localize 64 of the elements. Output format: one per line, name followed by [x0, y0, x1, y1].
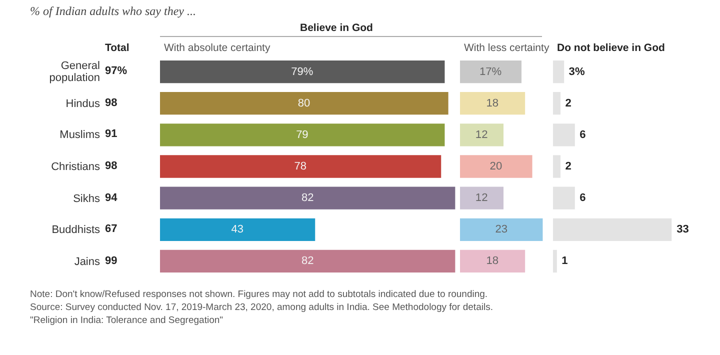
bar	[460, 186, 504, 210]
chart-title: Do not believe in God	[557, 42, 665, 54]
text: Believe in God	[300, 22, 373, 34]
source-note: Source: Survey conducted Nov. 17, 2019-March 23, 2020, among adults in India. See Methodology for details.	[30, 301, 493, 314]
data-label: 78	[294, 160, 307, 173]
bar	[553, 92, 561, 115]
bar	[553, 60, 564, 84]
data-label: 1	[562, 255, 568, 268]
data-label: 98	[105, 160, 118, 172]
data-label: 33	[676, 224, 689, 236]
data-label: 6	[580, 192, 586, 204]
data-label: 79	[296, 128, 308, 141]
data-label: 3%	[568, 66, 585, 78]
text: % of Indian adults who say they ...	[30, 4, 196, 19]
category-label: Jains	[73, 256, 100, 268]
category-label: Hindus	[64, 98, 100, 110]
category-label: Sikhs	[72, 192, 100, 205]
category-label: Buddhists	[50, 224, 100, 236]
bar	[160, 155, 442, 178]
data-label: 99	[105, 255, 118, 268]
category-label: Muslims	[58, 129, 100, 142]
data-label: 43	[231, 224, 244, 236]
bar	[160, 250, 456, 273]
data-label: 6	[580, 128, 586, 141]
category-label: Christians	[50, 160, 100, 173]
data-label: 67	[105, 223, 118, 236]
chart-title: With absolute certainty	[164, 42, 270, 54]
bar	[160, 186, 456, 210]
data-label: 80	[298, 97, 310, 110]
data-label: 2	[565, 160, 572, 173]
data-label: 18	[486, 97, 499, 110]
data-label: 23	[495, 224, 508, 236]
text: "Religion in India: Tolerance and Segregation"	[30, 314, 224, 327]
data-label: 79%	[291, 66, 314, 78]
data-label: 18	[486, 255, 499, 268]
data-label: 94	[105, 192, 118, 204]
data-label: 17%	[479, 66, 502, 78]
bar	[160, 124, 445, 146]
bar	[160, 92, 448, 115]
data-label: 2	[565, 97, 572, 110]
text: Total	[105, 42, 130, 54]
category-label: General population	[48, 60, 100, 84]
bar	[460, 218, 543, 241]
bar	[460, 92, 526, 115]
chart-title: With less certainty	[464, 42, 550, 54]
bar	[160, 60, 445, 84]
bar	[460, 155, 532, 178]
bar	[460, 124, 504, 146]
data-label: 82	[301, 192, 314, 204]
bar	[460, 250, 526, 273]
data-label: 12	[475, 129, 488, 141]
bar	[553, 155, 561, 178]
bar	[553, 218, 672, 241]
bar	[553, 186, 575, 210]
bar	[553, 124, 575, 146]
data-label: 97%	[105, 64, 128, 77]
data-label: 82	[301, 255, 314, 268]
data-label: 12	[475, 192, 488, 204]
bar	[160, 218, 316, 241]
bar	[460, 60, 522, 84]
data-label: 98	[105, 96, 118, 109]
text: Note: Don't know/Refused responses not shown. Figures may not add to subtotals indicated due to rounding.	[30, 288, 488, 301]
data-label: 91	[105, 128, 118, 140]
data-label: 20	[490, 160, 502, 173]
